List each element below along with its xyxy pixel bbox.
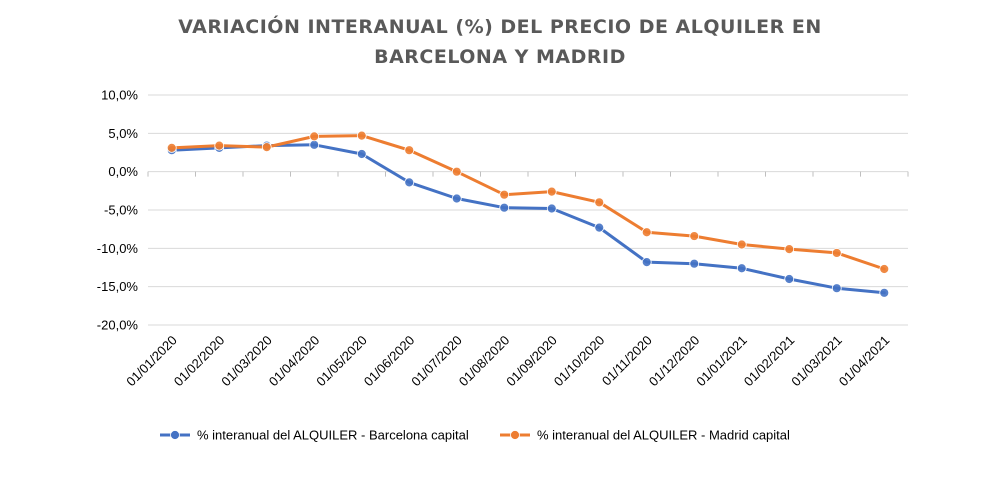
series-0-point-13 [784, 274, 795, 284]
series-0-point-5 [404, 177, 415, 188]
y-tick-label-2: 0,0% [108, 164, 138, 179]
x-tick-label-8: 01/09/2020 [503, 333, 560, 390]
series-line-1 [170, 134, 886, 271]
series-1-point-2 [261, 142, 272, 153]
series-0-point-15 [879, 287, 890, 298]
x-tick-label-14: 01/03/2021 [788, 333, 845, 390]
legend-label-0: % interanual del ALQUILER - Barcelona ca… [197, 428, 469, 443]
series-1-point-3 [309, 131, 320, 142]
x-tick-label-4: 01/05/2020 [313, 333, 370, 390]
y-tick-label-4: -10,0% [97, 241, 139, 256]
y-tick-label-5: -15,0% [97, 279, 139, 294]
legend-label-1: % interanual del ALQUILER - Madrid capit… [537, 428, 790, 443]
y-tick-label-3: -5,0% [104, 203, 138, 218]
series-1-point-9 [594, 197, 605, 208]
series-1-point-10 [641, 227, 652, 238]
chart-title-line-1: VARIACIÓN INTERANUAL (%) DEL PRECIO DE A… [178, 16, 822, 38]
series-0-point-3 [309, 139, 320, 150]
series-0-point-10 [641, 257, 652, 268]
y-tick-label-6: -20,0% [97, 318, 139, 333]
series-0-point-11 [689, 258, 700, 269]
x-tick-label-13: 01/02/2021 [741, 333, 798, 390]
x-tick-label-0: 01/01/2020 [123, 333, 180, 390]
series-line-0 [170, 143, 886, 295]
series-0-point-6 [451, 193, 462, 204]
y-tick-label-0: 10,0% [101, 88, 138, 103]
x-tick-label-7: 01/08/2020 [456, 333, 513, 390]
series-1-point-15 [879, 264, 890, 274]
series-0-point-8 [546, 203, 557, 214]
series-1-point-4 [356, 130, 367, 141]
series-1-point-12 [736, 239, 747, 250]
chart-title: VARIACIÓN INTERANUAL (%) DEL PRECIO DE A… [0, 12, 1000, 72]
series-0-point-4 [356, 149, 367, 159]
series-1-point-6 [451, 166, 462, 177]
y-tick-label-1: 5,0% [108, 126, 138, 141]
legend-marker-0 [170, 430, 180, 440]
series-1-point-0 [166, 142, 177, 153]
series-0-point-14 [831, 283, 842, 294]
x-tick-label-6: 01/07/2020 [408, 333, 465, 390]
series-1-point-11 [689, 231, 700, 241]
series-1-point-1 [214, 140, 225, 151]
series-0-point-7 [499, 202, 510, 213]
series-0-point-12 [736, 263, 747, 274]
x-tick-label-1: 01/02/2020 [171, 333, 228, 390]
series-1-point-7 [499, 189, 510, 200]
series-1-point-8 [546, 186, 557, 197]
series-1-point-13 [784, 244, 795, 255]
x-tick-label-5: 01/06/2020 [361, 333, 418, 390]
series-1-point-14 [831, 248, 842, 258]
legend-marker-1 [510, 430, 520, 440]
x-tick-label-2: 01/03/2020 [218, 333, 275, 390]
x-tick-label-12: 01/01/2021 [693, 333, 750, 390]
x-tick-label-3: 01/04/2020 [266, 333, 323, 390]
x-tick-label-11: 01/12/2020 [646, 333, 703, 390]
chart-title-line-2: BARCELONA Y MADRID [374, 46, 626, 68]
series-0-point-9 [594, 222, 605, 233]
x-tick-label-15: 01/04/2021 [836, 333, 893, 390]
series-1-point-5 [404, 145, 415, 156]
x-tick-label-9: 01/10/2020 [551, 333, 608, 390]
